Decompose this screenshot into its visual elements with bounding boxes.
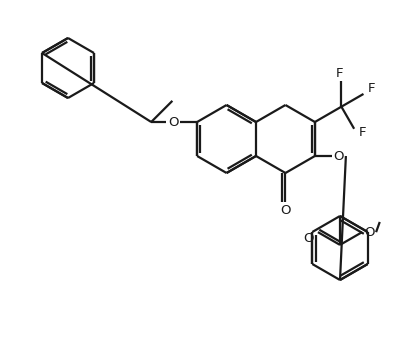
Text: O: O — [168, 116, 178, 129]
Text: O: O — [334, 150, 344, 162]
Text: O: O — [304, 232, 314, 245]
Text: O: O — [280, 205, 291, 217]
Text: F: F — [368, 82, 375, 95]
Text: O: O — [364, 226, 375, 238]
Text: F: F — [358, 126, 366, 139]
Text: F: F — [336, 67, 343, 80]
